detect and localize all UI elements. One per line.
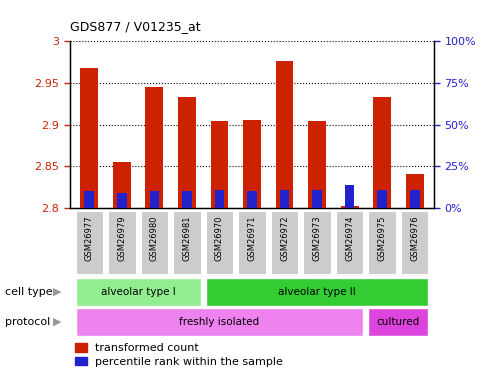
FancyBboxPatch shape	[238, 211, 266, 274]
Bar	[345, 185, 354, 208]
Text: GSM26971: GSM26971	[248, 215, 256, 261]
Bar	[247, 192, 257, 208]
Bar	[243, 120, 261, 208]
FancyBboxPatch shape	[75, 308, 363, 336]
Bar	[312, 190, 322, 208]
Text: cultured: cultured	[377, 316, 420, 327]
Legend: transformed count, percentile rank within the sample: transformed count, percentile rank withi…	[75, 343, 283, 367]
Bar	[377, 190, 387, 208]
Text: GSM26977: GSM26977	[85, 215, 94, 261]
FancyBboxPatch shape	[108, 211, 136, 274]
FancyBboxPatch shape	[206, 211, 234, 274]
FancyBboxPatch shape	[368, 308, 429, 336]
Bar	[341, 207, 358, 208]
Bar	[84, 192, 94, 208]
Text: alveolar type I: alveolar type I	[101, 286, 176, 297]
Bar	[113, 162, 131, 208]
FancyBboxPatch shape	[75, 211, 103, 274]
Text: cell type: cell type	[5, 286, 52, 297]
FancyBboxPatch shape	[173, 211, 201, 274]
Bar	[211, 120, 229, 208]
Text: alveolar type II: alveolar type II	[278, 286, 356, 297]
Bar	[178, 97, 196, 208]
FancyBboxPatch shape	[206, 278, 429, 306]
Text: GSM26972: GSM26972	[280, 215, 289, 261]
Text: protocol: protocol	[5, 316, 50, 327]
FancyBboxPatch shape	[141, 211, 168, 274]
Text: ▶: ▶	[53, 316, 62, 327]
Text: GSM26980: GSM26980	[150, 215, 159, 261]
Text: GDS877 / V01235_at: GDS877 / V01235_at	[70, 20, 201, 33]
Bar	[150, 192, 159, 208]
FancyBboxPatch shape	[270, 211, 298, 274]
Bar	[275, 61, 293, 208]
Bar	[279, 190, 289, 208]
Bar	[117, 193, 127, 208]
Text: GSM26976: GSM26976	[410, 215, 419, 261]
Text: freshly isolated: freshly isolated	[180, 316, 259, 327]
Text: GSM26975: GSM26975	[378, 215, 387, 261]
Bar	[215, 190, 225, 208]
Bar	[406, 174, 424, 208]
Text: GSM26979: GSM26979	[117, 215, 126, 261]
FancyBboxPatch shape	[303, 211, 331, 274]
FancyBboxPatch shape	[336, 211, 363, 274]
Text: GSM26974: GSM26974	[345, 215, 354, 261]
FancyBboxPatch shape	[368, 211, 396, 274]
Text: GSM26973: GSM26973	[312, 215, 321, 261]
Bar	[308, 120, 326, 208]
Bar	[182, 192, 192, 208]
Bar	[80, 68, 98, 208]
Text: GSM26970: GSM26970	[215, 215, 224, 261]
Text: ▶: ▶	[53, 286, 62, 297]
Text: GSM26981: GSM26981	[183, 215, 192, 261]
FancyBboxPatch shape	[401, 211, 429, 274]
FancyBboxPatch shape	[75, 278, 201, 306]
Bar	[410, 190, 420, 208]
Bar	[146, 87, 163, 208]
Bar	[373, 97, 391, 208]
